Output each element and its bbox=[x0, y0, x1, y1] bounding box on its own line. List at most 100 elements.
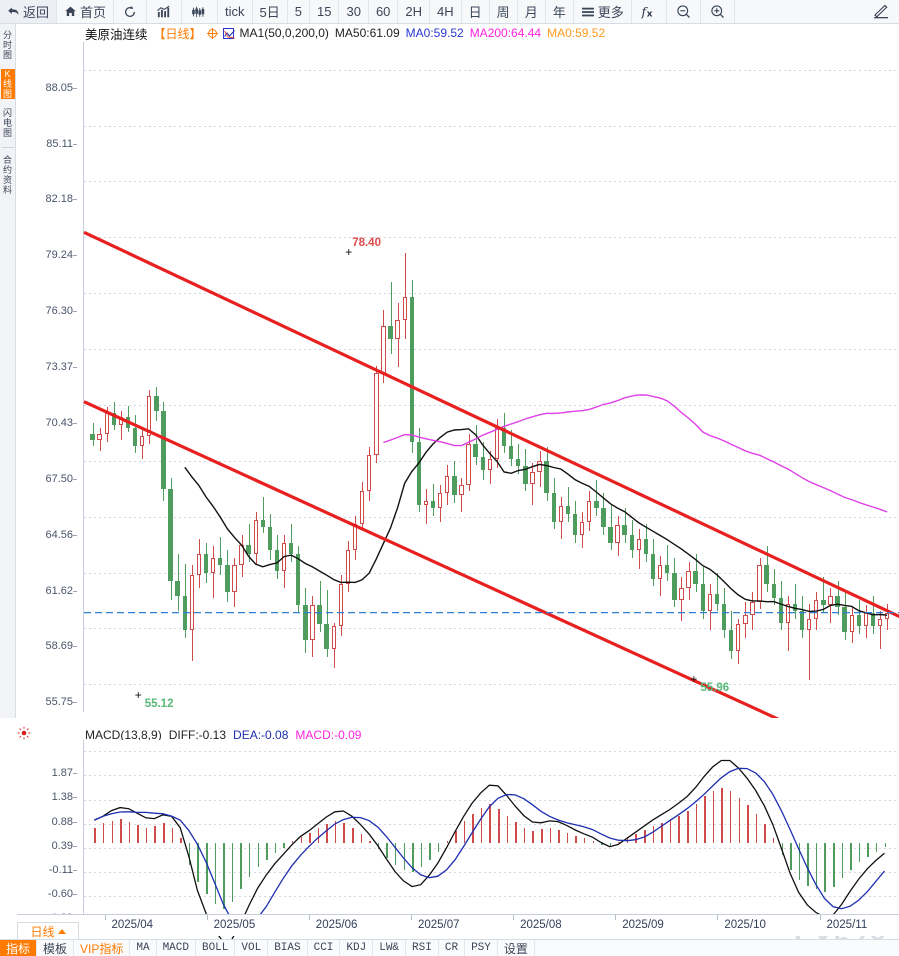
toolbar-fx-button[interactable]: f x bbox=[632, 0, 667, 23]
toolbar-more-button[interactable]: 更多 bbox=[574, 0, 632, 23]
toolbar-home-button[interactable]: 首页 bbox=[57, 0, 115, 23]
price-gridline bbox=[84, 293, 899, 295]
candle-body bbox=[466, 443, 471, 486]
indicator-tab-boll[interactable]: BOLL bbox=[196, 940, 236, 956]
price-gridline bbox=[84, 181, 899, 183]
candle-body bbox=[147, 396, 152, 436]
toolbar-5day-button[interactable]: 5日 bbox=[253, 0, 288, 23]
indicator-tab-macd[interactable]: MACD bbox=[157, 940, 196, 956]
indicator-tab-vip-[interactable]: VIP指标 bbox=[74, 940, 131, 956]
svg-text:x: x bbox=[647, 9, 653, 19]
ma-indicator-icon[interactable] bbox=[222, 27, 235, 39]
toolbar-m30-button[interactable]: 30 bbox=[339, 0, 369, 23]
macd-axis-label: -0.11 bbox=[48, 864, 73, 877]
indicator-tab-psy[interactable]: PSY bbox=[465, 940, 498, 956]
candle-body bbox=[615, 525, 620, 543]
candle-body bbox=[210, 557, 216, 574]
indicator-tab--[interactable]: 设置 bbox=[498, 940, 535, 956]
price-axis-tick bbox=[73, 143, 77, 145]
candle-body bbox=[331, 626, 336, 650]
macd-histogram-bar bbox=[480, 807, 483, 843]
period-selector-label: 日线 bbox=[30, 924, 55, 939]
price-gridline bbox=[84, 516, 899, 518]
price-axis-label: 61.62 bbox=[45, 584, 73, 597]
indicator-tab-vol[interactable]: VOL bbox=[235, 940, 269, 956]
crosshair-icon[interactable] bbox=[206, 27, 218, 39]
candle-body bbox=[473, 443, 478, 457]
symbol-name: 美原油连续 bbox=[85, 27, 148, 42]
toolbar-m60-button[interactable]: 60 bbox=[369, 0, 399, 23]
toolbar-h4-button[interactable]: 4H bbox=[430, 0, 462, 23]
macd-histogram-bar bbox=[214, 842, 217, 905]
toolbar-back-button[interactable]: 返回 bbox=[0, 0, 58, 23]
candle-body bbox=[856, 614, 862, 627]
price-axis-tick bbox=[73, 590, 77, 592]
macd-plot[interactable] bbox=[83, 740, 899, 943]
candle-body bbox=[267, 527, 273, 551]
toolbar-tick-button[interactable]: tick bbox=[218, 0, 253, 23]
indicator-tab-kdj[interactable]: KDJ bbox=[340, 940, 374, 956]
toolbar-m5-button[interactable]: 5 bbox=[288, 0, 310, 23]
macd-histogram-bar bbox=[334, 821, 337, 843]
candle-body bbox=[721, 603, 727, 631]
candle-body bbox=[402, 297, 407, 320]
period-label: 【日线】 bbox=[153, 26, 202, 41]
price-axis-label: 88.05 bbox=[45, 81, 73, 94]
candle-wick bbox=[92, 422, 94, 446]
macd-histogram-bar bbox=[223, 842, 225, 910]
macd-axis-label: -0.60 bbox=[47, 888, 73, 901]
x-axis-label: 2025/07 bbox=[417, 919, 460, 931]
high-price-marker: + bbox=[345, 245, 353, 260]
toolbar-year-button[interactable]: 年 bbox=[546, 0, 574, 23]
candle-wick bbox=[567, 487, 569, 522]
toolbar-candlestick-button[interactable] bbox=[182, 0, 219, 23]
toolbar-month-button[interactable]: 月 bbox=[518, 0, 546, 23]
toolbar-refresh-button[interactable] bbox=[114, 0, 148, 23]
indicator-tab-lw-[interactable]: LW& bbox=[373, 940, 407, 956]
toolbar-5day-label: 5日 bbox=[259, 5, 280, 20]
price-plot[interactable]: +78.40 +55.12 +55.96 bbox=[83, 42, 899, 777]
toolbar-h2-button[interactable]: 2H bbox=[398, 0, 431, 23]
sidebar-item-timechart[interactable]: 分时图 bbox=[2, 30, 12, 60]
sun-settings-icon[interactable] bbox=[17, 726, 31, 740]
toolbar-zoom-in-button[interactable] bbox=[701, 0, 735, 23]
macd-histogram-bar bbox=[747, 804, 749, 843]
toolbar-draw-button[interactable] bbox=[864, 0, 899, 23]
toolbar-week-button[interactable]: 周 bbox=[490, 0, 518, 23]
toolbar-chart-button[interactable] bbox=[147, 0, 183, 23]
candle-body bbox=[821, 599, 826, 606]
sidebar-item-lightning[interactable]: 闪电图 bbox=[2, 108, 12, 138]
zoom-out-icon bbox=[677, 5, 690, 18]
indicator-tab-cr[interactable]: CR bbox=[439, 940, 466, 956]
indicator-tab--[interactable]: 模板 bbox=[37, 940, 75, 956]
candle-body bbox=[657, 565, 663, 579]
toolbar-m15-button[interactable]: 15 bbox=[310, 0, 340, 23]
candle-wick bbox=[787, 595, 789, 652]
candle-body bbox=[189, 574, 195, 631]
candle-body bbox=[714, 593, 720, 604]
indicator-tab--[interactable]: 指标 bbox=[0, 940, 38, 956]
sidebar-item-kline[interactable]: K线图 bbox=[0, 69, 15, 99]
macd-legend: MACD(13,8,9) DIFF:-0.13 DEA:-0.08 MACD:-… bbox=[85, 727, 361, 743]
macd-axis-label: 1.87 bbox=[51, 767, 73, 780]
macd-histogram-bar bbox=[532, 830, 534, 843]
toolbar-day-button[interactable]: 日 bbox=[462, 0, 490, 23]
candle-body bbox=[778, 597, 783, 623]
toolbar-zoom-out-button[interactable] bbox=[667, 0, 701, 23]
candle-body bbox=[438, 493, 443, 509]
price-gridline bbox=[84, 572, 899, 574]
indicator-tab-bias[interactable]: BIAS bbox=[268, 940, 308, 956]
macd-histogram-bar bbox=[506, 815, 509, 843]
sidebar-item-contract-info[interactable]: 合约资料 bbox=[2, 155, 12, 195]
period-selector[interactable]: 日线 bbox=[17, 922, 79, 939]
indicator-tab-ma[interactable]: MA bbox=[130, 940, 157, 956]
macd-gridline bbox=[84, 896, 899, 898]
indicator-tab-rsi[interactable]: RSI bbox=[406, 940, 439, 956]
macd-gridline bbox=[84, 775, 899, 777]
candle-body bbox=[416, 441, 422, 505]
candle-body bbox=[743, 614, 748, 625]
macd-histogram-bar bbox=[798, 842, 801, 880]
candle-body bbox=[90, 434, 95, 440]
indicator-tab-cci[interactable]: CCI bbox=[308, 940, 341, 956]
